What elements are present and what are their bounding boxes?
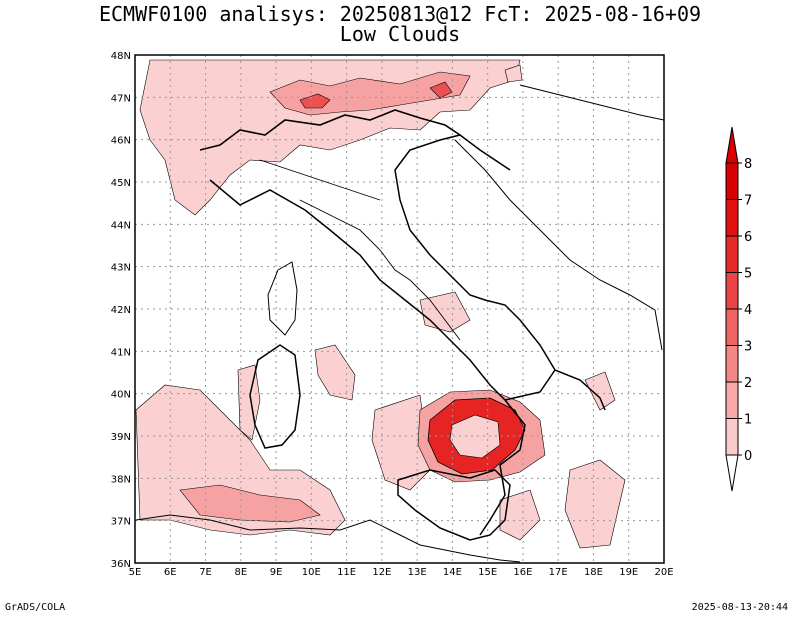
lon-label: 5E bbox=[129, 567, 142, 578]
colorbar-segment bbox=[725, 418, 739, 456]
lon-label: 17E bbox=[549, 567, 568, 578]
cloud-area-central bbox=[314, 344, 356, 401]
colorbar-label: 5 bbox=[744, 267, 752, 282]
graticule bbox=[135, 55, 664, 563]
lat-label: 42N bbox=[111, 305, 131, 316]
lat-label: 48N bbox=[111, 51, 131, 62]
colorbar-label: 8 bbox=[744, 157, 752, 172]
sardinia-coast bbox=[249, 344, 301, 449]
lon-label: 7E bbox=[199, 567, 212, 578]
lon-label: 11E bbox=[337, 567, 356, 578]
credit-label: GrADS/COLA bbox=[5, 602, 66, 613]
lat-label: 40N bbox=[111, 390, 131, 401]
lon-label: 14E bbox=[443, 567, 462, 578]
longitude-labels: 5E 6E 7E 8E 9E 10E 11E 12E 13E 14E 15E 16E 17E 18E 19E… bbox=[129, 567, 674, 578]
corsica-coast bbox=[267, 261, 298, 336]
lon-label: 12E bbox=[372, 567, 391, 578]
italy-coastline bbox=[209, 134, 606, 536]
cloud-area-ionian bbox=[564, 459, 626, 549]
map-outlines bbox=[135, 84, 664, 563]
colorbar-segment bbox=[725, 308, 739, 346]
colorbar-label: 0 bbox=[744, 449, 752, 464]
colorbar-segment bbox=[725, 272, 739, 310]
latitude-labels: 48N 47N 46N 45N 44N 43N 42N 41N 40N 39N 38N 37N 36N bbox=[111, 51, 131, 570]
lat-label: 36N bbox=[111, 559, 131, 570]
colorbar-label: 2 bbox=[744, 376, 752, 391]
lat-label: 43N bbox=[111, 263, 131, 274]
colorbar-segment bbox=[725, 162, 739, 200]
lon-label: 8E bbox=[234, 567, 247, 578]
colorbar-label: 7 bbox=[744, 194, 752, 209]
colorbar-label: 1 bbox=[744, 413, 752, 428]
lat-label: 37N bbox=[111, 517, 131, 528]
lon-label: 16E bbox=[513, 567, 532, 578]
cloud-area-calabria-eye bbox=[449, 414, 501, 459]
timestamp-label: 2025-08-13-20:44 bbox=[691, 602, 788, 613]
lon-label: 13E bbox=[408, 567, 427, 578]
lon-label: 10E bbox=[302, 567, 321, 578]
cloud-area-tyrrhenian bbox=[371, 394, 431, 491]
colorbar-label: 6 bbox=[744, 230, 752, 245]
map-frame bbox=[134, 54, 665, 564]
lon-label: 6E bbox=[164, 567, 177, 578]
lon-label: 15E bbox=[478, 567, 497, 578]
colorbar: 0 1 2 3 4 5 6 7 8 bbox=[725, 126, 752, 492]
regional-borders bbox=[259, 159, 461, 341]
colorbar-top-arrow bbox=[725, 126, 739, 164]
lat-label: 44N bbox=[111, 220, 131, 231]
lat-label: 47N bbox=[111, 93, 131, 104]
colorbar-segment bbox=[725, 345, 739, 383]
colorbar-bottom-arrow bbox=[725, 454, 739, 492]
north-africa-coast bbox=[135, 514, 521, 563]
lat-label: 46N bbox=[111, 136, 131, 147]
colorbar-label: 4 bbox=[744, 303, 752, 318]
map-subtitle: Low Clouds bbox=[339, 22, 461, 46]
lon-label: 20E bbox=[654, 567, 673, 578]
cloud-fields bbox=[135, 59, 626, 549]
colorbar-label: 3 bbox=[744, 340, 752, 355]
lat-label: 38N bbox=[111, 474, 131, 485]
lat-label: 39N bbox=[111, 432, 131, 443]
lat-label: 45N bbox=[111, 178, 131, 189]
cloud-area-apulia bbox=[584, 371, 616, 411]
map-title: ECMWF0100 analisys: 20250813@12 FcT: 202… bbox=[98, 2, 702, 26]
lon-label: 18E bbox=[584, 567, 603, 578]
lon-label: 19E bbox=[619, 567, 638, 578]
cloud-area-ne bbox=[504, 64, 523, 83]
sicily-coast bbox=[397, 469, 511, 541]
colorbar-segment bbox=[725, 199, 739, 237]
colorbar-segment bbox=[725, 235, 739, 273]
alpine-borders bbox=[199, 109, 461, 151]
lon-label: 9E bbox=[270, 567, 283, 578]
lat-label: 41N bbox=[111, 347, 131, 358]
colorbar-segment bbox=[725, 381, 739, 419]
cloud-area-southwest-inner bbox=[179, 484, 321, 523]
balkan-coast bbox=[454, 84, 664, 351]
